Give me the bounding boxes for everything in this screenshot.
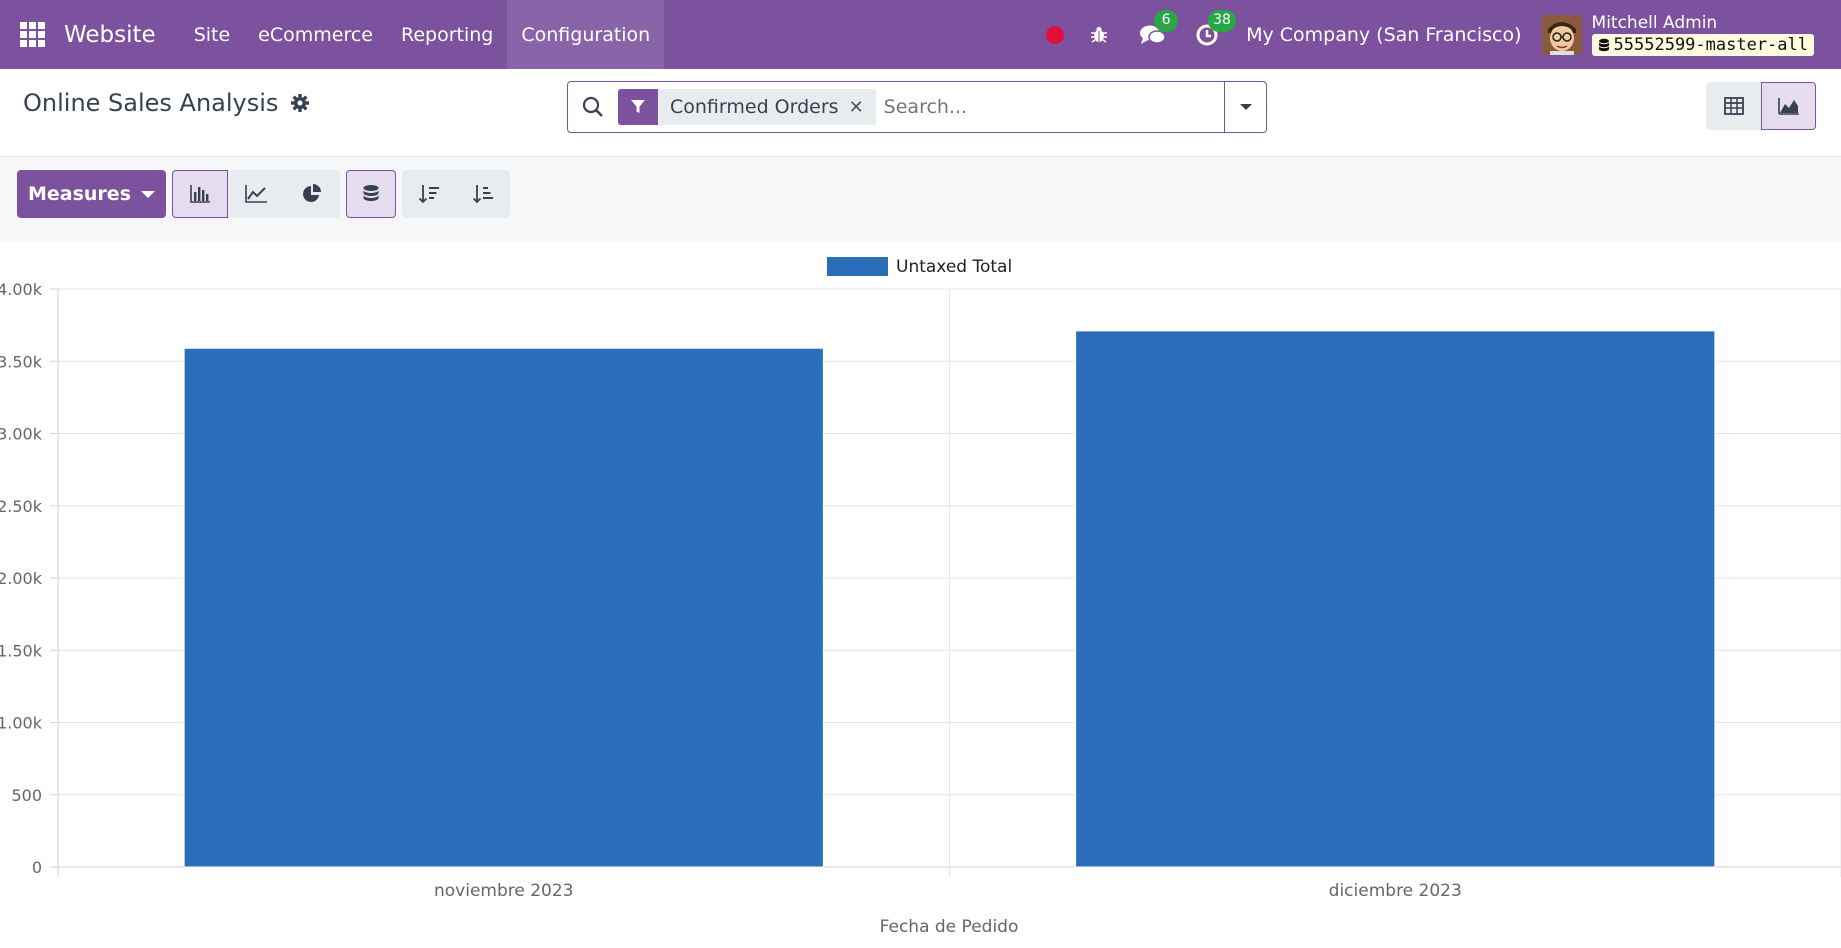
page-title: Online Sales Analysis — [23, 89, 310, 117]
x-axis-ticks: noviembre 2023 diciembre 2023 — [434, 881, 1462, 901]
pie-chart-button[interactable] — [284, 170, 340, 218]
y-tick-label: 2.00k — [0, 569, 43, 588]
search-input[interactable] — [883, 96, 1224, 118]
search-facet: Confirmed Orders ✕ — [618, 89, 876, 125]
x-tick-label: diciembre 2023 — [1329, 881, 1462, 901]
area-chart-icon — [1777, 98, 1799, 115]
apps-menu-icon[interactable] — [0, 0, 64, 69]
y-tick-label: 500 — [11, 786, 42, 805]
legend-label[interactable]: Untaxed Total — [896, 257, 1012, 277]
bar[interactable] — [1075, 330, 1716, 868]
facet-label: Confirmed Orders — [670, 96, 839, 118]
control-panel: Online Sales Analysis Confirmed Orders ✕ — [0, 69, 1841, 157]
y-tick-label: 1.00k — [0, 714, 43, 733]
y-axis-ticks: 0 500 1.00k 1.50k 2.00k 2.50k 3.00k 3.50k 4.00k — [0, 280, 43, 877]
database-icon — [1598, 38, 1609, 51]
menu-item-ecommerce[interactable]: eCommerce — [258, 23, 373, 46]
measures-label: Measures — [27, 183, 131, 205]
table-icon — [1723, 97, 1744, 115]
database-stack-icon — [363, 185, 379, 201]
sort-ascending-button[interactable] — [456, 170, 510, 218]
line-chart-icon — [245, 185, 267, 203]
graph-toolbar: Measures — [0, 157, 1841, 241]
page-title-text: Online Sales Analysis — [23, 89, 279, 117]
menu-item-reporting[interactable]: Reporting — [401, 23, 494, 46]
bar[interactable] — [183, 347, 824, 868]
debug-bug-icon[interactable] — [1084, 20, 1114, 50]
sort-group — [402, 170, 510, 218]
database-name: 55552599-master-all — [1613, 34, 1808, 55]
chart-legend: Untaxed Total — [827, 257, 1012, 277]
search-icon[interactable] — [568, 96, 618, 118]
chart-bars — [183, 330, 1716, 868]
database-badge: 55552599-master-all — [1591, 33, 1814, 56]
pie-chart-icon — [303, 184, 321, 202]
y-tick-label: 0 — [32, 858, 42, 877]
sort-descending-icon — [418, 185, 439, 204]
bar-chart-icon — [190, 185, 210, 203]
bar-chart-button[interactable] — [172, 170, 228, 218]
company-switcher[interactable]: My Company (San Francisco) — [1246, 23, 1522, 46]
user-name: Mitchell Admin — [1591, 12, 1718, 33]
bar-chart: 05001.00k1.50k2.00k2.50k3.00k3.50k4.00k … — [0, 257, 1841, 937]
navbar-systray: 6 38 My Company (San Francisco) Mitchell… — [1046, 0, 1841, 69]
y-tick-label: 3.00k — [0, 425, 43, 444]
gear-icon[interactable] — [290, 93, 310, 113]
messages-chat-icon[interactable]: 6 — [1138, 9, 1179, 50]
sort-descending-button[interactable] — [402, 170, 456, 218]
graph-view-button[interactable] — [1761, 82, 1816, 130]
pivot-view-button[interactable] — [1706, 82, 1761, 130]
y-tick-label: 4.00k — [0, 280, 43, 299]
activities-clock-icon[interactable]: 38 — [1192, 9, 1236, 50]
user-menu[interactable]: Mitchell Admin 55552599-master-all — [1591, 12, 1814, 56]
view-switcher — [1706, 82, 1816, 130]
messages-count-badge: 6 — [1154, 9, 1179, 32]
main-navbar: Website Site eCommerce Reporting Configu… — [0, 0, 1841, 69]
caret-down-icon — [1239, 104, 1252, 110]
stacked-toggle-button[interactable] — [346, 170, 396, 218]
y-tick-label: 2.50k — [0, 497, 43, 516]
caret-down-icon — [141, 190, 155, 198]
chart-type-group — [172, 170, 340, 218]
y-tick-label: 1.50k — [0, 641, 43, 660]
app-brand[interactable]: Website — [64, 21, 156, 48]
filter-icon — [618, 89, 658, 125]
y-tick-label: 3.50k — [0, 352, 43, 371]
measures-dropdown-button[interactable]: Measures — [17, 170, 166, 218]
x-axis-label: Fecha de Pedido — [880, 917, 1019, 937]
x-tick-label: noviembre 2023 — [434, 881, 574, 901]
search-bar: Confirmed Orders ✕ — [567, 81, 1267, 133]
menu-item-configuration[interactable]: Configuration — [507, 0, 665, 69]
user-avatar[interactable] — [1541, 14, 1582, 55]
graph-view: 0 500 1.00k 1.50k 2.00k 2.50k 3.00k 3.50k 4.00k … — [0, 241, 1841, 944]
stack-toggle-group — [346, 170, 396, 218]
line-chart-button[interactable] — [228, 170, 284, 218]
menu-item-site[interactable]: Site — [193, 23, 231, 46]
facet-remove-icon[interactable]: ✕ — [848, 96, 864, 118]
sort-ascending-icon — [472, 185, 493, 204]
record-indicator-icon[interactable] — [1046, 25, 1065, 44]
legend-swatch[interactable] — [827, 257, 888, 276]
search-options-toggle[interactable] — [1224, 82, 1266, 132]
activities-count-badge: 38 — [1208, 9, 1236, 32]
